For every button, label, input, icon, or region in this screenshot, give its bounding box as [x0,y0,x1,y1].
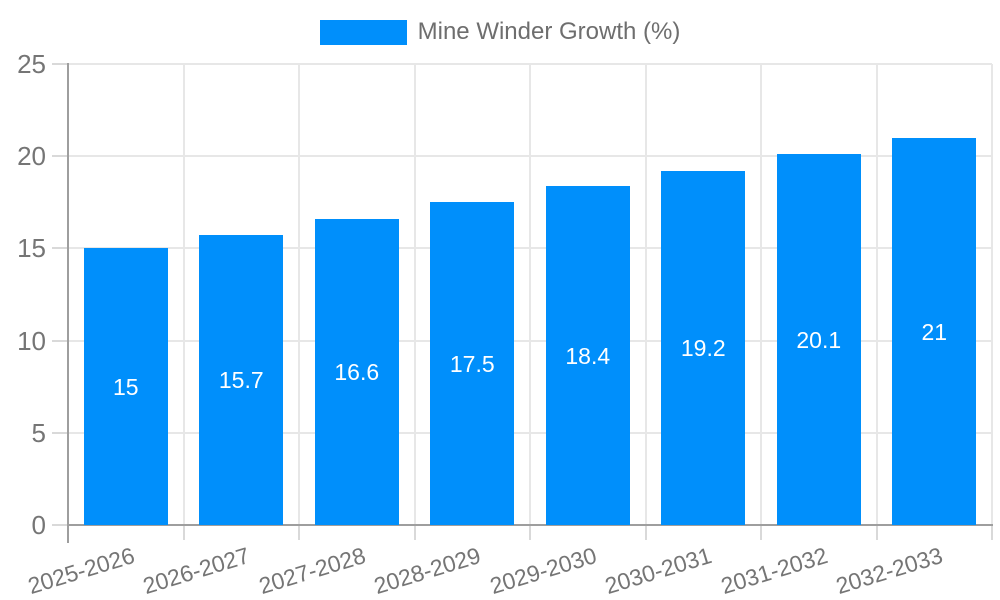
bar: 18.4 [545,186,630,525]
legend[interactable]: Mine Winder Growth (%) [0,18,1000,46]
x-tick [760,525,762,540]
v-gridline [644,64,647,525]
bar: 19.2 [661,171,746,525]
bar-value-label: 15 [112,373,139,400]
y-axis-line [67,63,69,543]
x-tick [529,525,531,540]
y-tick [52,431,68,434]
x-tick [298,525,300,540]
legend-label: Mine Winder Growth (%) [417,18,681,45]
v-gridline [991,64,993,525]
v-gridline [182,64,185,525]
x-tick [875,525,878,540]
bar-value-label: 16.6 [334,359,380,385]
v-gridline [529,64,531,525]
bar: 21 [892,138,977,525]
bar: 16.6 [314,219,399,525]
x-tick [413,525,416,540]
y-tick [52,63,68,65]
y-axis-label: 20 [17,141,46,172]
bar: 15 [83,248,168,525]
x-tick [991,525,993,540]
y-axis-label: 15 [17,233,46,264]
y-tick [52,155,68,158]
x-tick [644,525,647,540]
x-axis-line [67,524,993,526]
bar: 15.7 [199,235,284,525]
bar-value-label: 19.2 [680,335,726,361]
bar-value-label: 17.5 [449,350,495,377]
bar-value-label: 18.4 [565,342,611,369]
bar: 20.1 [776,154,861,525]
x-axis-label: 2032-2033 [833,542,946,600]
y-axis-label: 0 [31,510,46,540]
y-axis-label: 10 [17,325,46,356]
v-gridline [413,64,416,525]
legend-swatch [319,19,407,45]
bar-value-label: 21 [921,318,948,345]
x-tick [182,525,185,540]
v-gridline [875,64,878,525]
y-tick [52,524,68,526]
y-tick [52,339,68,342]
v-gridline [298,64,300,525]
bar-value-label: 20.1 [796,326,842,353]
y-axis-label: 25 [17,49,46,79]
v-gridline [760,64,762,525]
y-tick [52,247,68,250]
bar: 17.5 [430,202,515,525]
bar-value-label: 15.7 [218,367,264,393]
y-axis-label: 5 [31,417,46,448]
